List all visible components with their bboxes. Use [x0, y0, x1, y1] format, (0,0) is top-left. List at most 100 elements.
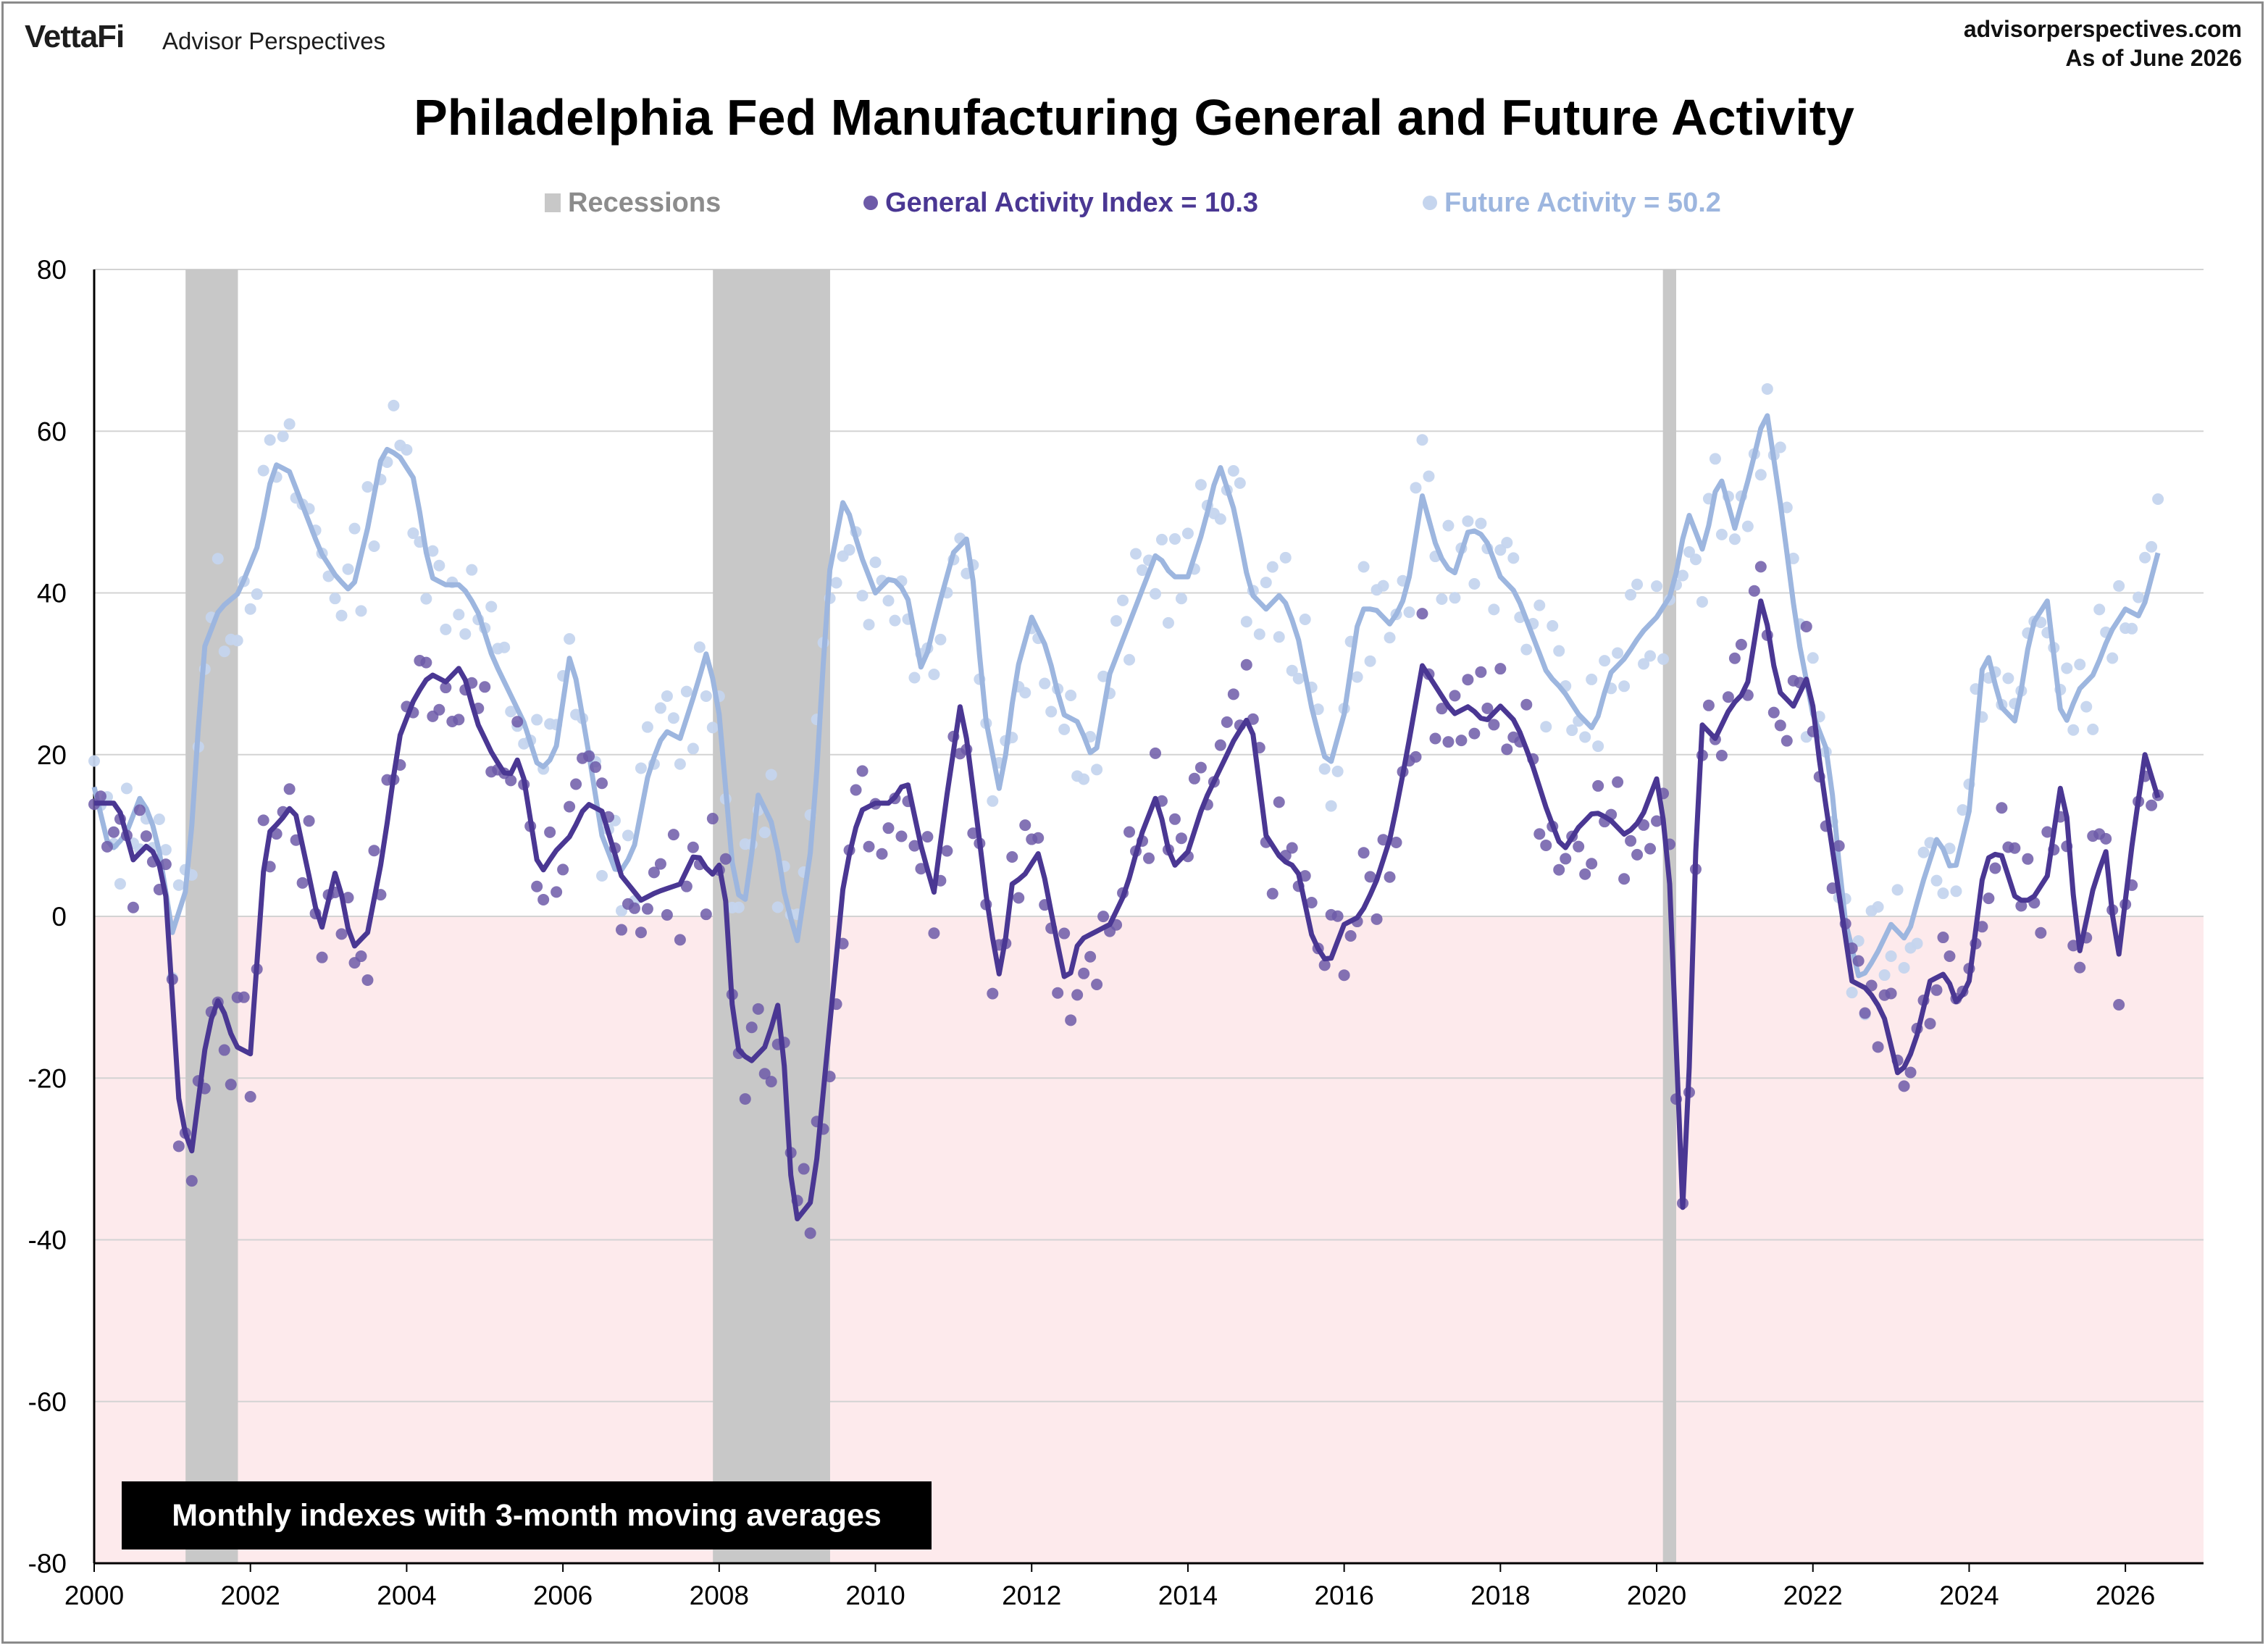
general-monthly-point: [1247, 713, 1259, 725]
future-monthly-point: [687, 743, 699, 755]
general-monthly-point: [1488, 719, 1500, 731]
future-monthly-point: [1097, 670, 1110, 682]
general-monthly-point: [1885, 987, 1897, 1000]
general-monthly-point: [159, 858, 172, 871]
recession-legend-swatch: [545, 193, 561, 212]
future-monthly-point: [1644, 650, 1657, 662]
general-monthly-point: [296, 877, 309, 889]
future-monthly-point: [1885, 950, 1897, 963]
brand-subtitle: Advisor Perspectives: [162, 28, 386, 54]
general-monthly-point: [283, 783, 296, 795]
future-monthly-point: [1227, 464, 1239, 477]
future-monthly-point: [1599, 655, 1611, 667]
future-monthly-point: [1266, 561, 1279, 573]
general-monthly-point: [1976, 921, 1988, 933]
general-monthly-point: [1371, 913, 1383, 925]
future-monthly-point: [2146, 540, 2158, 553]
general-monthly-point: [1475, 666, 1487, 678]
chart-note: Monthly indexes with 3-month moving aver…: [122, 1481, 932, 1549]
general-monthly-point: [570, 778, 582, 790]
general-monthly-point: [661, 909, 673, 921]
general-monthly-point: [1767, 706, 1780, 719]
future-monthly-point: [1540, 721, 1552, 733]
general-monthly-point: [433, 703, 445, 716]
future-monthly-point: [1123, 653, 1136, 666]
future-monthly-point: [361, 481, 374, 493]
future-monthly-point: [889, 614, 901, 627]
future-monthly-point: [1117, 594, 1129, 606]
general-monthly-point: [1520, 698, 1533, 711]
future-monthly-point: [1872, 901, 1884, 913]
future-monthly-point: [1253, 628, 1265, 640]
recession-band: [185, 269, 238, 1563]
future-legend-dot: [1423, 196, 1437, 210]
general-monthly-point: [1996, 802, 2008, 814]
future-monthly-point: [1612, 647, 1624, 659]
general-monthly-point: [798, 1163, 810, 1175]
future-monthly-point: [564, 633, 576, 645]
future-monthly-point: [1234, 477, 1246, 489]
future-monthly-point: [329, 593, 341, 605]
general-monthly-point: [1494, 663, 1507, 675]
general-monthly-point: [1065, 1014, 1077, 1026]
general-monthly-point: [856, 765, 869, 777]
general-monthly-point: [361, 974, 374, 987]
general-monthly-point: [987, 987, 999, 1000]
general-monthly-point: [2041, 826, 2054, 838]
general-monthly-point: [544, 826, 556, 838]
general-monthly-point: [1983, 892, 1995, 905]
future-monthly-point: [1240, 616, 1252, 628]
general-monthly-point: [511, 716, 524, 728]
future-monthly-point: [218, 645, 230, 658]
general-monthly-point: [1898, 1080, 1910, 1092]
x-tick-label: 2004: [377, 1581, 436, 1610]
general-monthly-point: [303, 815, 315, 827]
general-monthly-point: [133, 804, 146, 816]
x-tick-label: 2010: [845, 1581, 905, 1610]
general-monthly-point: [1338, 969, 1350, 982]
general-monthly-point: [1123, 826, 1136, 838]
future-monthly-point: [1130, 548, 1142, 560]
general-monthly-point: [758, 1068, 771, 1080]
general-monthly-point: [1273, 796, 1285, 808]
future-monthly-point: [1878, 969, 1891, 982]
future-monthly-point: [1631, 578, 1644, 590]
general-monthly-point: [1052, 987, 1064, 999]
future-monthly-point: [693, 641, 706, 653]
general-monthly-point: [1754, 561, 1767, 573]
general-monthly-point: [590, 761, 602, 773]
general-monthly-point: [2067, 940, 2080, 952]
general-monthly-point: [876, 848, 888, 860]
general-monthly-point: [1240, 658, 1252, 671]
general-monthly-point: [1318, 959, 1331, 971]
general-moving-average-line: [94, 598, 2161, 1221]
x-tick-label: 2002: [221, 1581, 280, 1610]
general-monthly-point: [537, 893, 550, 905]
future-monthly-point: [863, 619, 875, 631]
y-tick-label: -60: [28, 1387, 67, 1417]
future-monthly-point: [2061, 662, 2073, 674]
future-monthly-point: [641, 721, 653, 733]
future-monthly-point: [1957, 804, 1969, 816]
future-monthly-point: [1045, 706, 1058, 718]
future-monthly-point: [388, 399, 400, 411]
general-monthly-point: [94, 790, 106, 803]
future-monthly-point: [654, 702, 666, 714]
general-monthly-point: [850, 784, 862, 796]
general-monthly-point: [752, 1003, 764, 1015]
future-monthly-point: [1149, 587, 1161, 600]
y-tick-label: -20: [28, 1063, 67, 1093]
general-monthly-point: [700, 908, 712, 921]
x-tick-label: 2024: [1939, 1581, 1999, 1610]
general-monthly-point: [1058, 927, 1071, 940]
future-monthly-point: [1155, 533, 1168, 545]
future-monthly-point: [1364, 655, 1376, 667]
future-monthly-point: [680, 685, 692, 698]
general-monthly-point: [1800, 620, 1812, 632]
future-monthly-point: [622, 829, 634, 842]
future-monthly-point: [830, 577, 842, 589]
general-monthly-point: [1774, 719, 1786, 732]
general-monthly-point: [1553, 863, 1565, 876]
general-monthly-point: [583, 750, 595, 762]
